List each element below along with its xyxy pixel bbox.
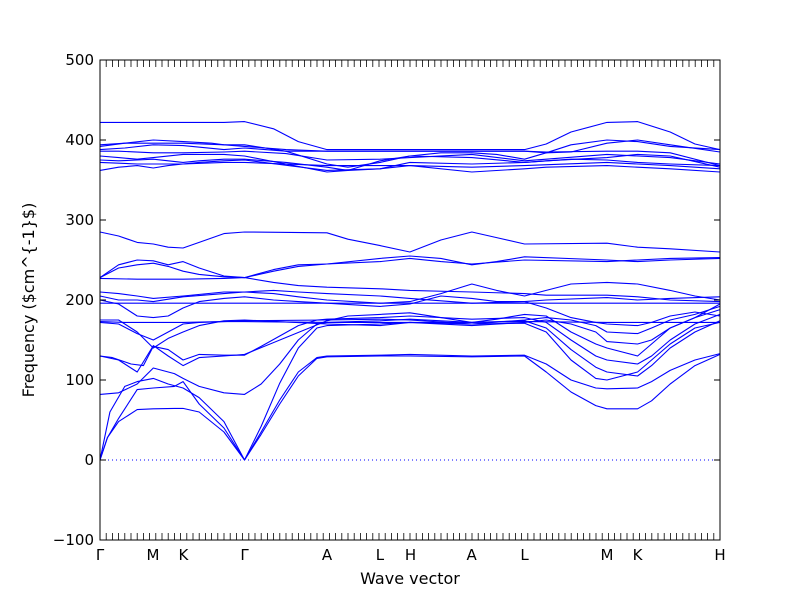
x-tick-label: Γ — [240, 546, 249, 564]
band-line-7 — [99, 305, 721, 341]
band-line-13 — [99, 257, 721, 279]
y-tick-labels: −100 0 100 200 300 400 500 — [53, 51, 94, 549]
x-tick-label: M — [146, 546, 159, 564]
band-line-10 — [99, 295, 721, 327]
band-line-24 — [99, 139, 721, 154]
x-tick-label: L — [376, 546, 385, 564]
band-line-25 — [99, 139, 721, 168]
band-line-11 — [99, 281, 721, 304]
band-line-20 — [99, 158, 721, 171]
band-line-9 — [100, 303, 721, 349]
y-tick-label: −100 — [53, 531, 94, 549]
x-tick-label: M — [600, 546, 613, 564]
band-line-12 — [99, 289, 721, 304]
band-line-26 — [100, 121, 721, 151]
band-line-1 — [99, 353, 721, 461]
y-tick-label: 100 — [65, 371, 94, 389]
series-group — [99, 121, 721, 461]
band-line-14 — [99, 255, 721, 279]
band-line-22 — [100, 150, 721, 165]
y-tick-label: 0 — [84, 451, 94, 469]
band-line-6 — [99, 309, 721, 373]
y-tick-label: 200 — [65, 291, 94, 309]
y-tick-label: 300 — [65, 211, 94, 229]
band-line-3 — [99, 321, 721, 461]
tick-marks — [99, 59, 721, 541]
band-line-18 — [99, 159, 721, 173]
y-tick-label: 400 — [65, 131, 94, 149]
y-axis-label: Frequency ($cm^{-1}$) — [19, 203, 38, 398]
band-line-2 — [99, 353, 721, 461]
y-tick-label: 500 — [65, 51, 94, 69]
x-tick-label: H — [714, 546, 725, 564]
x-tick-label: A — [466, 546, 477, 564]
x-axis-label: Wave vector — [360, 569, 460, 588]
x-tick-label: K — [633, 546, 644, 564]
x-tick-label: K — [178, 546, 189, 564]
band-line-15 — [99, 231, 721, 253]
plot-frame — [99, 59, 721, 541]
band-line-19 — [99, 161, 721, 170]
band-line-21 — [99, 153, 721, 173]
x-tick-label: L — [520, 546, 529, 564]
x-tick-label: Γ — [96, 546, 105, 564]
band-line-16 — [99, 277, 721, 303]
x-tick-label: A — [322, 546, 333, 564]
x-tick-label: H — [405, 546, 416, 564]
